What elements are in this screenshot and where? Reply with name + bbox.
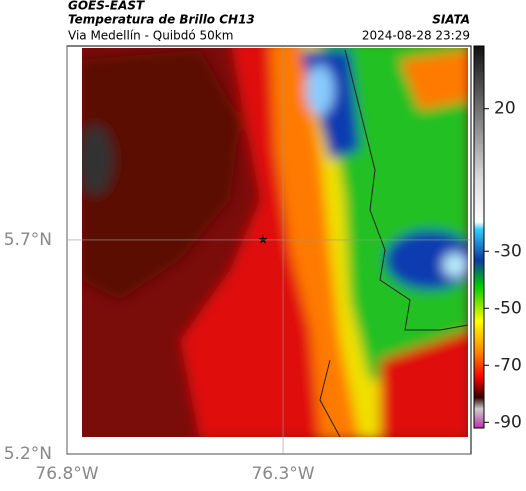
x-tick-label: 76.3°W	[251, 464, 314, 484]
colorbar-tick-label: -50	[494, 298, 522, 318]
y-tick-label: 5.2°N	[4, 444, 52, 464]
colorbar	[473, 45, 485, 429]
location-marker: ★	[258, 233, 269, 247]
colorbar-tick-label: -30	[494, 241, 522, 261]
y-tick-label: 5.7°N	[4, 230, 52, 250]
satellite-image	[82, 48, 468, 437]
datetime: 2024-08-28 23:29	[362, 29, 470, 43]
source: SIATA	[432, 13, 470, 27]
product: Temperatura de Brillo CH13	[68, 13, 255, 27]
colorbar-tick-label: -90	[494, 412, 522, 432]
satellite: GOES-EAST	[68, 0, 145, 13]
region: Via Medellín - Quibdó 50km	[68, 29, 233, 43]
colorbar-tick-label: -70	[494, 355, 522, 375]
x-tick-label: 76.8°W	[35, 464, 98, 484]
colorbar-tick-label: 20	[494, 99, 516, 119]
